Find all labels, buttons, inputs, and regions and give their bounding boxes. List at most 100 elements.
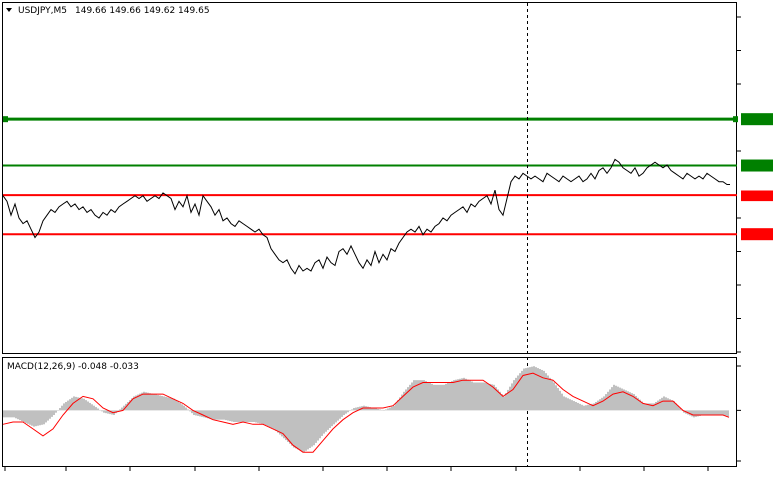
macd-bar bbox=[65, 402, 67, 411]
macd-bar bbox=[599, 399, 601, 411]
macd-bar bbox=[447, 382, 449, 411]
macd-bar bbox=[37, 410, 39, 426]
macd-bar bbox=[9, 410, 11, 418]
macd-bar bbox=[689, 410, 691, 416]
macd-bar bbox=[73, 396, 75, 411]
macd-bar bbox=[549, 377, 551, 411]
macd-bar bbox=[403, 391, 405, 411]
macd-bar bbox=[577, 402, 579, 411]
macd-bar bbox=[497, 389, 499, 411]
macd-bar bbox=[309, 410, 311, 448]
macd-bar bbox=[475, 382, 477, 411]
macd-bar bbox=[511, 383, 513, 411]
macd-bar bbox=[33, 410, 35, 427]
macd-bar bbox=[467, 379, 469, 411]
macd-bar bbox=[395, 402, 397, 411]
macd-bar bbox=[669, 399, 671, 411]
macd-bar bbox=[653, 403, 655, 411]
macd-bar bbox=[569, 399, 571, 411]
macd-bar bbox=[261, 410, 263, 424]
macd-bar bbox=[727, 410, 729, 417]
macd-bar bbox=[487, 383, 489, 411]
main-chart-panel[interactable] bbox=[2, 2, 737, 354]
macd-bar bbox=[325, 410, 327, 432]
macd-bar bbox=[235, 410, 237, 422]
macd-bar bbox=[673, 401, 675, 411]
macd-bar bbox=[609, 389, 611, 411]
macd-bar bbox=[25, 410, 27, 423]
macd-bar bbox=[603, 396, 605, 411]
level-tag bbox=[741, 189, 773, 202]
macd-bar bbox=[659, 399, 661, 411]
macd-bar bbox=[177, 401, 179, 411]
macd-bar bbox=[23, 410, 25, 422]
macd-bar bbox=[427, 382, 429, 411]
macd-bar bbox=[705, 410, 707, 416]
macd-bar bbox=[551, 380, 553, 411]
price-series bbox=[2, 158, 730, 275]
macd-bar bbox=[465, 378, 467, 411]
macd-bar bbox=[299, 410, 301, 451]
macd-bar bbox=[117, 410, 119, 412]
macd-panel[interactable] bbox=[2, 357, 737, 467]
macd-bar bbox=[423, 380, 425, 411]
macd-bar bbox=[581, 404, 583, 411]
macd-bar bbox=[425, 381, 427, 411]
macd-bar bbox=[109, 410, 111, 415]
dropdown-triangle-icon[interactable] bbox=[6, 8, 12, 12]
macd-bar bbox=[607, 391, 609, 411]
macd-bar bbox=[277, 410, 279, 433]
macd-bar bbox=[5, 410, 7, 418]
macd-bar bbox=[445, 383, 447, 411]
macd-bar bbox=[99, 409, 101, 411]
macd-bar bbox=[295, 410, 297, 449]
macd-bar bbox=[385, 409, 387, 411]
macd-values: -0.048 -0.033 bbox=[78, 362, 139, 372]
macd-bar bbox=[677, 405, 679, 411]
macd-bar bbox=[713, 410, 715, 416]
macd-bar bbox=[593, 403, 595, 411]
macd-bar bbox=[337, 410, 339, 421]
macd-bar bbox=[453, 380, 455, 411]
macd-bar bbox=[533, 366, 535, 411]
macd-bar bbox=[221, 410, 223, 420]
macd-bar bbox=[675, 403, 677, 411]
macd-bar bbox=[387, 408, 389, 411]
macd-bar bbox=[269, 410, 271, 428]
macd-bar bbox=[715, 410, 717, 416]
macd-bar bbox=[85, 400, 87, 411]
macd-bar bbox=[281, 410, 283, 437]
macd-bar bbox=[513, 380, 515, 411]
current-price-tag bbox=[741, 178, 773, 191]
macd-bar bbox=[419, 380, 421, 411]
macd-bar bbox=[7, 410, 9, 418]
macd-bar bbox=[601, 397, 603, 411]
macd-bar bbox=[213, 410, 215, 420]
macd-bar bbox=[265, 410, 267, 426]
macd-bar bbox=[327, 410, 329, 430]
macd-bar bbox=[611, 387, 613, 411]
macd-bar bbox=[61, 405, 63, 411]
symbol-label: USDJPY,M5 bbox=[18, 6, 67, 16]
macd-bar bbox=[201, 410, 203, 417]
macd-bar bbox=[155, 394, 157, 411]
macd-bar bbox=[285, 410, 287, 441]
macd-bar bbox=[305, 410, 307, 451]
macd-bar bbox=[437, 384, 439, 411]
macd-bar bbox=[273, 410, 275, 429]
macd-bar bbox=[205, 410, 207, 418]
macd-bar bbox=[665, 397, 667, 411]
macd-bar bbox=[615, 385, 617, 411]
macd-bar bbox=[567, 398, 569, 411]
macd-bar bbox=[699, 410, 701, 416]
macd-bar bbox=[289, 410, 291, 444]
macd-bar bbox=[185, 407, 187, 411]
macd-bar bbox=[433, 384, 435, 411]
macd-bar bbox=[401, 394, 403, 411]
macd-bar bbox=[507, 389, 509, 411]
macd-bar bbox=[89, 402, 91, 411]
macd-bar bbox=[399, 397, 401, 411]
macd-bar bbox=[547, 375, 549, 411]
macd-bar bbox=[621, 388, 623, 411]
